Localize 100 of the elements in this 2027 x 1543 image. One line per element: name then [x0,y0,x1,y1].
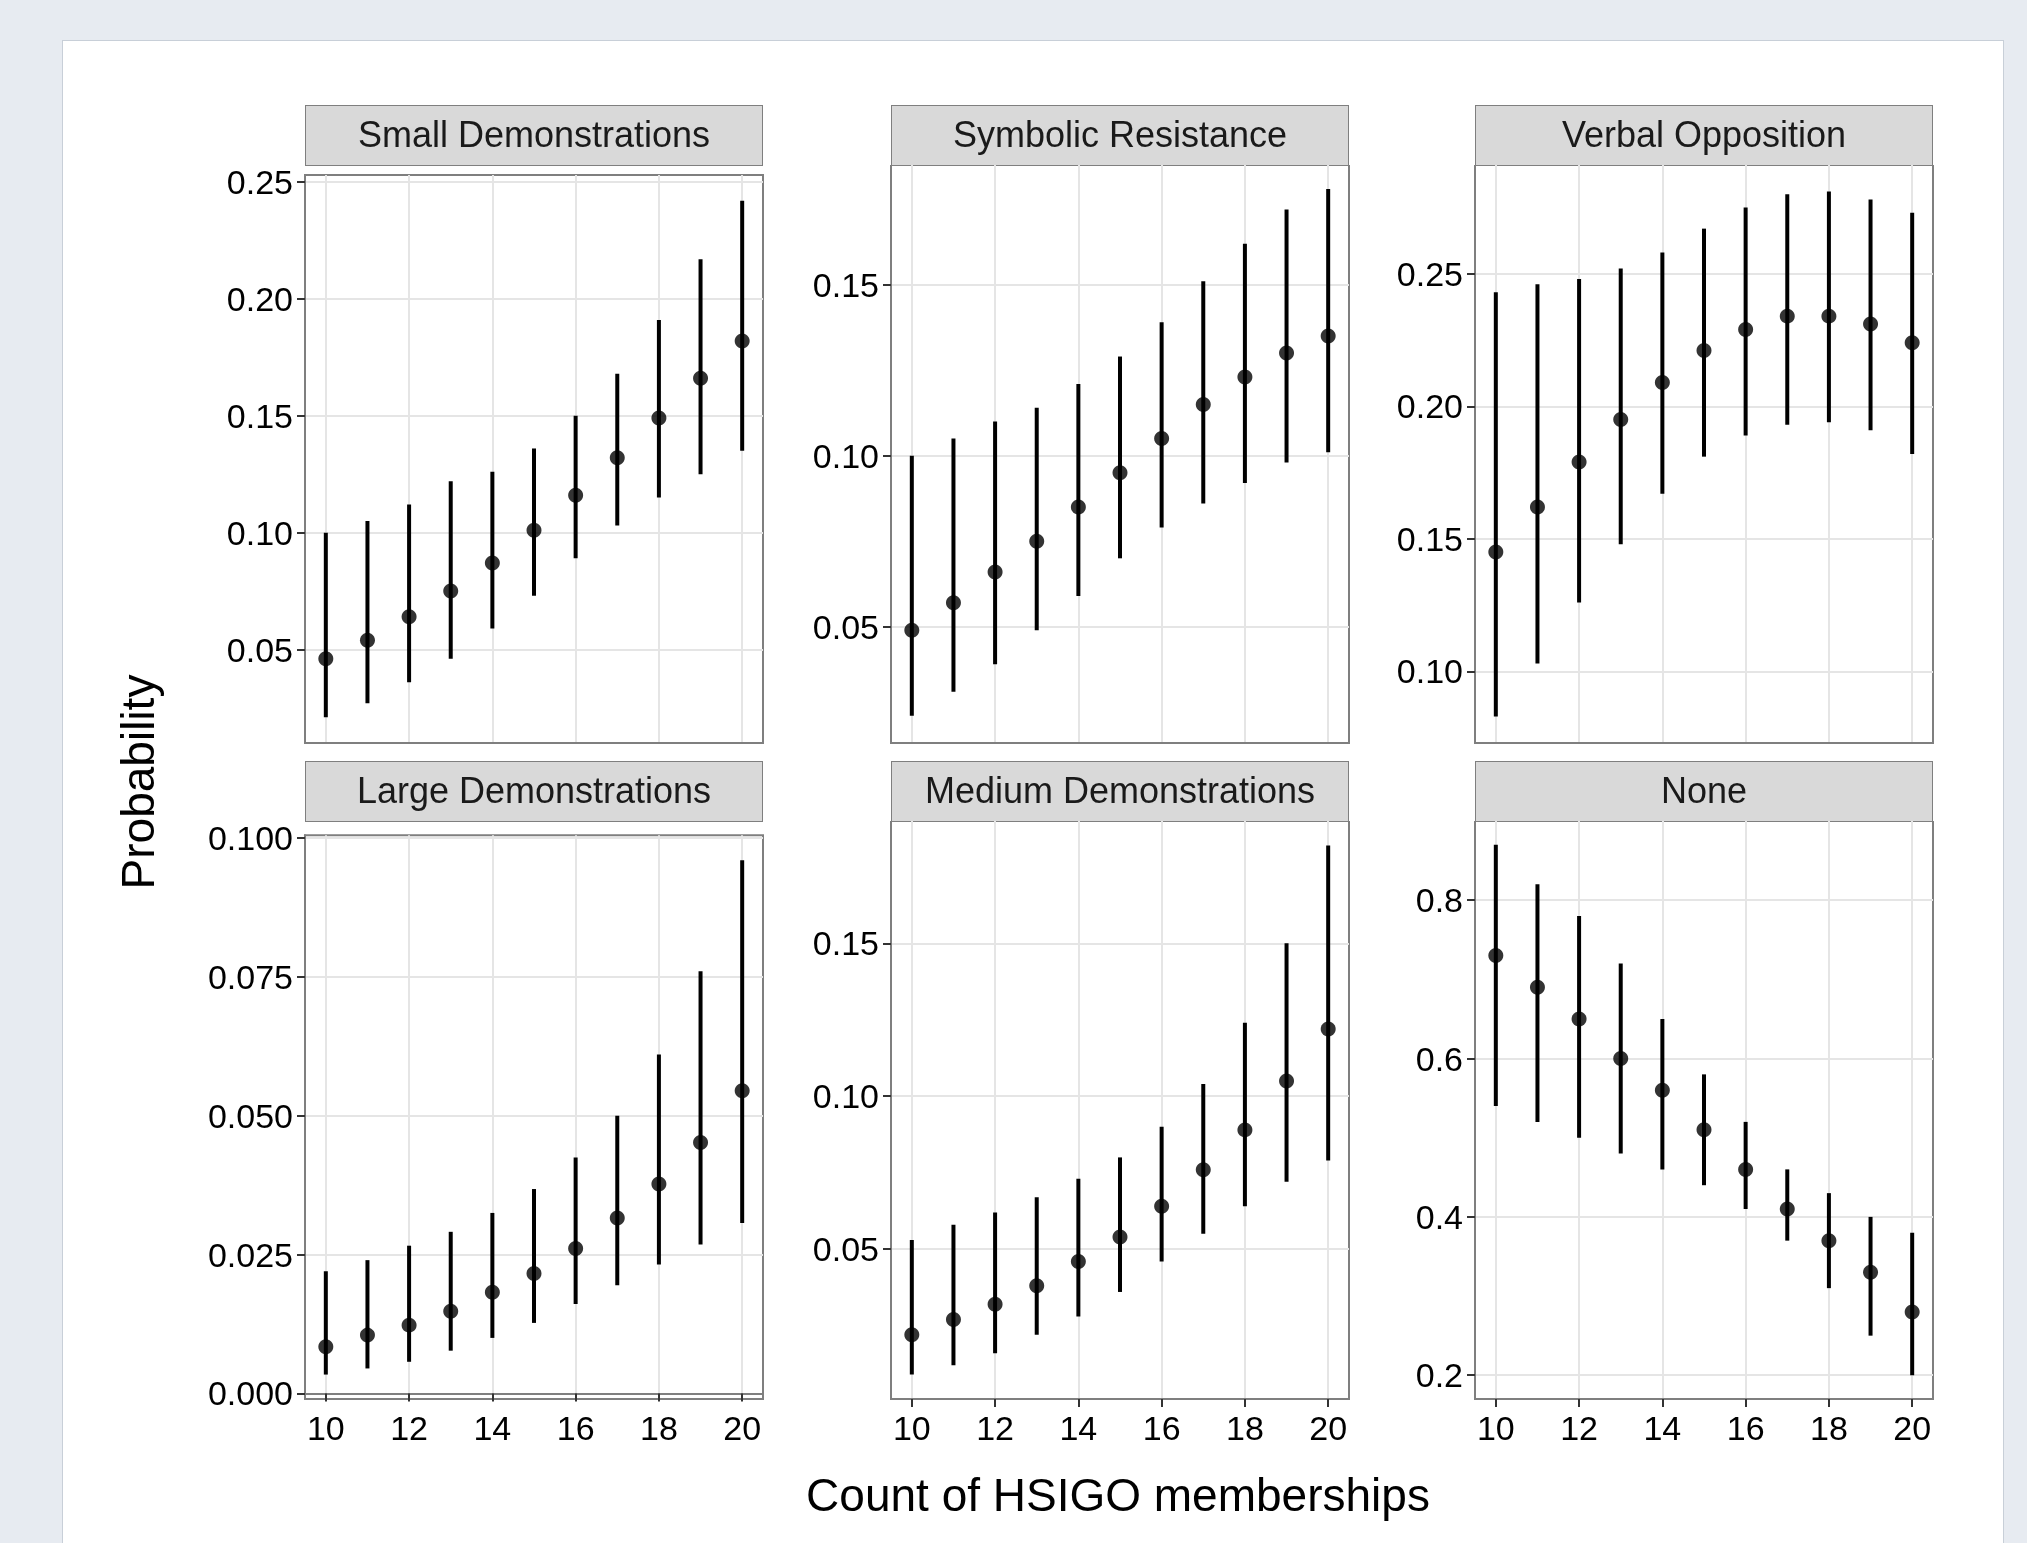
point [484,555,500,571]
x-tick-label: 12 [390,1409,428,1447]
point [1779,308,1795,324]
point [1696,343,1712,359]
point [1904,1304,1920,1320]
point [1654,1082,1670,1098]
point [1279,1073,1295,1089]
point [1779,1201,1795,1217]
point [443,1303,459,1319]
x-tick-label: 20 [1893,1409,1932,1447]
chart-title: Verbal Opposition [1475,105,1933,166]
x-axis-title: Count of HSIGO memberships [806,1468,1430,1522]
point [1738,1161,1754,1177]
point [1070,499,1086,515]
point [318,1339,334,1355]
x-tick-label: 16 [1142,1409,1181,1447]
point [904,622,920,638]
point [568,1240,584,1256]
y-tick-label: 0.000 [207,1374,293,1413]
point [1696,1122,1712,1138]
x-tick-label: 14 [1059,1409,1098,1447]
x-tick-label: 14 [1643,1409,1682,1447]
x-tick-label: 18 [640,1409,678,1447]
chart-title: None [1475,761,1933,822]
point [1529,499,1545,515]
y-tick-label: 0.4 [1415,1197,1463,1236]
point [484,1284,500,1300]
point [1279,345,1295,361]
point [651,1176,667,1192]
point [1154,1198,1170,1214]
point [651,410,667,426]
x-tick-label: 10 [306,1409,345,1447]
point [693,370,709,386]
point [1237,1122,1253,1138]
x-tick-label: 18 [1226,1409,1264,1447]
y-tick-label: 0.2 [1415,1356,1463,1395]
y-tick-label: 0.100 [207,819,293,857]
point [401,1317,417,1333]
point [401,609,417,625]
point [1488,544,1504,560]
y-tick-label: 0.15 [226,396,293,435]
x-tick-label: 12 [976,1409,1015,1447]
point [1320,328,1336,344]
y-axis-title: Probability [111,674,165,890]
chart-title: Symbolic Resistance [891,105,1349,166]
point [1863,316,1879,332]
y-tick-label: 0.05 [812,607,879,646]
y-tick-label: 0.10 [812,1077,879,1116]
y-tick-label: 0.10 [1396,652,1463,691]
point [526,522,542,538]
point [359,1327,375,1343]
y-tick-label: 0.20 [1396,387,1463,426]
y-tick-label: 0.025 [207,1235,293,1274]
x-tick-label: 18 [1810,1409,1848,1447]
point [1029,533,1045,549]
point [568,487,584,503]
point [1112,1229,1128,1245]
y-tick-label: 0.15 [812,265,879,304]
x-tick-label: 14 [473,1409,512,1447]
point [1613,412,1629,428]
point [693,1134,709,1150]
y-tick-label: 0.6 [1415,1039,1463,1078]
chart-title: Large Demonstrations [305,761,763,822]
y-tick-label: 0.25 [1396,254,1463,293]
y-tick-label: 0.10 [226,513,293,552]
point [904,1327,920,1343]
point [609,1210,625,1226]
y-tick-label: 0.15 [812,924,879,963]
point [1571,454,1587,470]
y-tick-label: 0.20 [226,279,293,318]
point [1237,369,1253,385]
chart-title: Medium Demonstrations [891,761,1349,822]
point [1738,321,1754,337]
point [1195,396,1211,412]
point [609,450,625,466]
point [359,632,375,648]
point [734,333,750,349]
point [1112,465,1128,481]
y-tick-label: 0.15 [1396,519,1463,558]
x-tick-label: 10 [1476,1409,1515,1447]
y-tick-label: 0.05 [812,1230,879,1269]
point [1654,374,1670,390]
point [987,564,1003,580]
point [1571,1011,1587,1027]
x-tick-label: 20 [1309,1409,1348,1447]
x-tick-label: 10 [892,1409,931,1447]
point [1488,948,1504,964]
point [987,1296,1003,1312]
x-tick-label: 12 [1560,1409,1599,1447]
point [1613,1051,1629,1067]
point [1904,335,1920,351]
y-tick-label: 0.25 [226,163,293,201]
point [734,1083,750,1099]
y-tick-label: 0.8 [1415,881,1463,920]
point [945,595,961,611]
point [1029,1278,1045,1294]
point [1195,1162,1211,1178]
y-tick-label: 0.10 [812,436,879,475]
point [1154,431,1170,447]
point [1863,1264,1879,1280]
